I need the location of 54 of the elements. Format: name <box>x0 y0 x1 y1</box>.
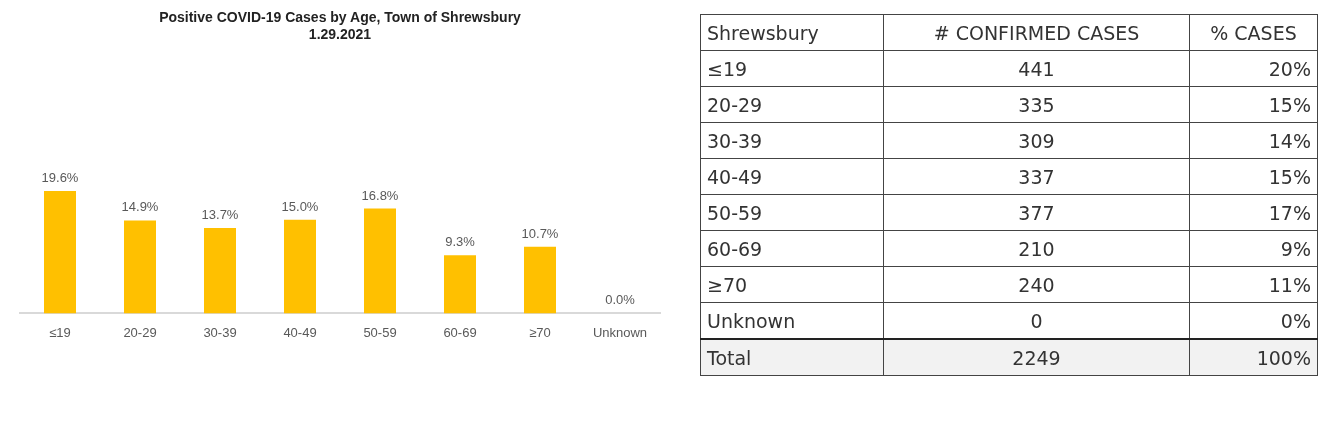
bar <box>44 191 76 314</box>
bar <box>284 219 316 314</box>
category-label: Total <box>707 346 752 369</box>
bar <box>364 208 396 314</box>
data-label: 16.8% <box>361 187 399 203</box>
x-tick-label: 60-69 <box>443 324 477 340</box>
text: 335 <box>1018 93 1055 116</box>
bar <box>124 220 156 314</box>
text: 17% <box>1268 201 1311 224</box>
category-label: 60-69 <box>707 237 763 260</box>
text: 210 <box>1018 237 1055 260</box>
x-tick-label: ≤19 <box>49 324 71 340</box>
text: 441 <box>1018 57 1055 80</box>
data-label: 0.0% <box>605 292 636 308</box>
data-label: 13.7% <box>201 206 239 222</box>
category-label: # CONFIRMED CASES <box>883 14 1190 51</box>
text: 100% <box>1256 346 1311 369</box>
text: 309 <box>1018 129 1055 152</box>
text: 14% <box>1268 129 1311 152</box>
chart-subtitle: 1.29.2021 <box>308 26 372 43</box>
text: 15% <box>1268 165 1311 188</box>
text: Shrewsbury <box>700 14 884 51</box>
text: 9% <box>1280 237 1311 260</box>
text: 240 <box>1018 273 1055 296</box>
category-label: 50-59 <box>707 201 763 224</box>
x-tick-label: 50-59 <box>363 324 397 340</box>
category-label: % CASES <box>1189 14 1318 51</box>
data-label: 10.7% <box>521 225 559 241</box>
data-label: 19.6% <box>41 170 79 186</box>
category-label: 20-29 <box>707 93 763 116</box>
category-label: ≥70 <box>707 273 748 296</box>
text: 377 <box>1018 201 1055 224</box>
text: 337 <box>1018 165 1055 188</box>
text: 11% <box>1268 273 1311 296</box>
bar <box>444 255 476 314</box>
x-tick-label: 30-39 <box>203 324 237 340</box>
category-label: ≤19 <box>707 57 748 80</box>
data-label: 9.3% <box>445 234 476 250</box>
bar <box>204 227 236 314</box>
text: 0% <box>1280 309 1311 332</box>
x-tick-label: 20-29 <box>123 324 157 340</box>
x-tick-label: Unknown <box>592 324 648 340</box>
text: 20% <box>1268 57 1311 80</box>
x-tick-label: ≥70 <box>529 324 551 340</box>
text: 2249 <box>1012 346 1061 369</box>
chart-title: Positive COVID-19 Cases by Age, Town of Shrewsbury <box>159 9 522 26</box>
text: 15% <box>1268 93 1311 116</box>
data-label: 14.9% <box>121 199 159 215</box>
category-label: 30-39 <box>707 129 763 152</box>
x-tick-label: 40-49 <box>283 324 317 340</box>
text: 0 <box>1030 309 1043 332</box>
data-label: 15.0% <box>281 198 319 214</box>
bar <box>524 246 556 314</box>
category-label: 40-49 <box>707 165 763 188</box>
